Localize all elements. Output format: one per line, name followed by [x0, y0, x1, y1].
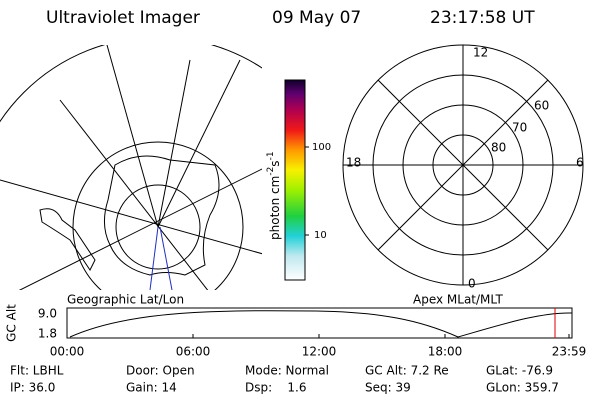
lat-label: 60: [534, 99, 549, 113]
status-field: Flt: LBHL: [10, 364, 64, 378]
status-field: GC Alt: 7.2 Re: [365, 364, 449, 378]
orbit-xtick: 00:00: [50, 345, 85, 359]
colorbar: [284, 79, 306, 281]
lat-label: 70: [512, 121, 527, 135]
status-field: Mode: Normal: [245, 364, 329, 378]
colorbar-exp: -2: [266, 167, 276, 176]
caption: Geographic Lat/Lon: [67, 293, 184, 307]
colorbar-tick: 100: [312, 142, 331, 153]
status-field: GLon: 359.7: [486, 381, 559, 395]
date: 09 May 07: [272, 8, 361, 28]
orbit-panel: [66, 307, 573, 339]
caption: Apex MLat/MLT: [413, 293, 503, 307]
time: 23:17:58 UT: [430, 8, 535, 28]
status-field: GLat: -76.9: [486, 364, 553, 378]
status-field: Door: Open: [126, 364, 195, 378]
status-field: Dsp: 1.6: [245, 381, 307, 395]
orbit-curve: [69, 310, 573, 338]
mlt-label: 6: [576, 156, 584, 170]
colorbar-label: photon cm-2s-1: [266, 151, 282, 240]
colorbar-label-text: photon cm: [268, 176, 282, 240]
orbit-xtick: 06:00: [176, 345, 211, 359]
orbit-xtick: 12:00: [302, 345, 337, 359]
mlt-label: 12: [473, 46, 488, 60]
lat-label: 80: [491, 141, 506, 155]
orbit-ytick: 9.0: [38, 307, 57, 321]
orbit-xtick: 23:59: [552, 345, 587, 359]
colorbar-unit: s: [268, 160, 282, 166]
orbit-xtick: 18:00: [428, 345, 463, 359]
geographic-map: [0, 45, 262, 290]
colorbar-tick: 10: [314, 230, 327, 241]
polar-grid: [342, 44, 584, 286]
title: Ultraviolet Imager: [46, 8, 200, 28]
status-field: IP: 36.0: [10, 381, 55, 395]
mlt-label: 0: [468, 277, 476, 291]
status-field: Seq: 39: [365, 381, 411, 395]
orbit-ytick: 1.8: [38, 327, 57, 341]
colorbar-exp: -1: [266, 151, 276, 160]
status-field: Gain: 14: [126, 381, 177, 395]
orbit-ylabel: GC Alt: [5, 304, 19, 342]
mlt-label: 18: [346, 156, 361, 170]
